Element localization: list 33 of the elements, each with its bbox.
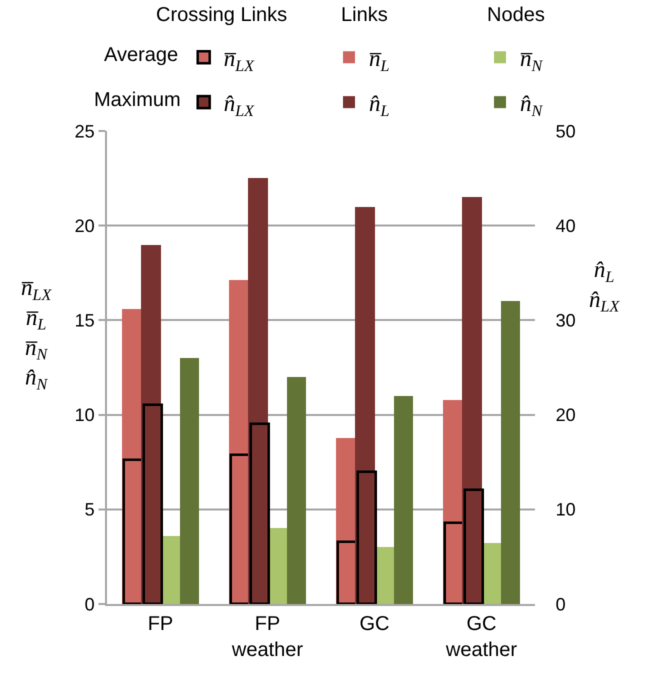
x-tick-label: FP — [148, 612, 174, 635]
legend-label: n̂$_{N}$ — [520, 91, 544, 120]
legend-label: n̅$_{N}$ — [520, 46, 544, 76]
bar — [287, 377, 306, 604]
y-tick-label: 0 — [84, 594, 95, 614]
bar — [394, 396, 413, 604]
text: Maximum — [94, 89, 181, 111]
text: Nodes — [487, 4, 545, 26]
y2-tick-label: 50 — [556, 121, 576, 142]
legend-label: n̅$_{LX}$ — [224, 46, 256, 76]
legend-label: n̂$_{L}$ — [369, 91, 390, 120]
x-tick-label: GC weather — [444, 612, 518, 661]
y-tick-label: 15 — [74, 310, 95, 330]
y2-tick-label: 40 — [556, 216, 576, 236]
bar — [501, 301, 520, 604]
y-tick-label: 20 — [74, 216, 95, 236]
y-axis-title: n̅$_{LX}$ n̅$_{L}$ n̅$_{N}$ n̂$_{N}$ — [21, 275, 52, 394]
y2-axis-title: n̂$_{L}$ n̂$_{LX}$ — [589, 257, 620, 316]
y2-tick-label: 10 — [556, 500, 576, 520]
bar — [180, 358, 199, 604]
y-tick-label: 25 — [74, 121, 95, 142]
text: Links — [341, 4, 388, 26]
x-tick-label: GC — [360, 612, 390, 635]
y2-tick-label: 0 — [556, 594, 566, 614]
legend-label: n̂$_{LX}$ — [224, 91, 256, 120]
y2-tick-label: 20 — [556, 405, 576, 426]
legend-label: n̅$_{L}$ — [369, 46, 390, 76]
text: Average — [104, 44, 178, 66]
text: Crossing Links — [156, 4, 288, 26]
y-tick-label: 5 — [84, 500, 95, 520]
y2-tick-label: 30 — [556, 310, 576, 330]
y-tick-label: 10 — [74, 405, 95, 426]
x-tick-label: FP weather — [230, 612, 304, 661]
